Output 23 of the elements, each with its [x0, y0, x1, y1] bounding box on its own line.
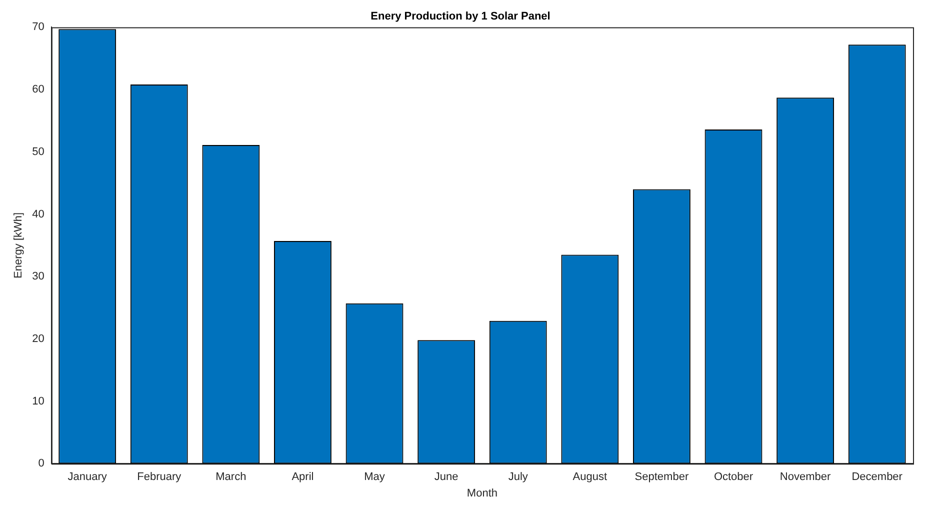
x-tick-label: June	[434, 471, 458, 484]
y-tick-label: 30	[32, 270, 44, 283]
x-tick-label: January	[68, 471, 108, 484]
x-tick-label: October	[714, 471, 754, 484]
y-axis-title: Energy [kWh]	[12, 212, 25, 278]
x-tick-label: March	[216, 471, 246, 484]
x-tick-label: September	[634, 471, 689, 484]
y-tick-label: 60	[32, 84, 44, 96]
y-tick-label: 10	[32, 395, 44, 408]
chart-title: Enery Production by 1 Solar Panel	[370, 10, 550, 23]
x-tick-label: April	[292, 471, 314, 484]
x-tick-label: July	[508, 471, 528, 484]
x-tick-label: August	[572, 471, 608, 484]
x-axis-title: Month	[466, 487, 498, 500]
y-tick-label: 40	[32, 208, 44, 220]
x-tick-label: November	[780, 471, 832, 484]
x-tick-label: February	[137, 471, 182, 484]
y-tick-label: 20	[32, 332, 44, 345]
y-tick-label: 50	[32, 146, 44, 158]
x-tick-label: May	[364, 471, 386, 484]
y-tick-label: 70	[32, 21, 44, 34]
x-tick-label: December	[852, 471, 903, 484]
y-tick-label: 0	[38, 458, 44, 470]
